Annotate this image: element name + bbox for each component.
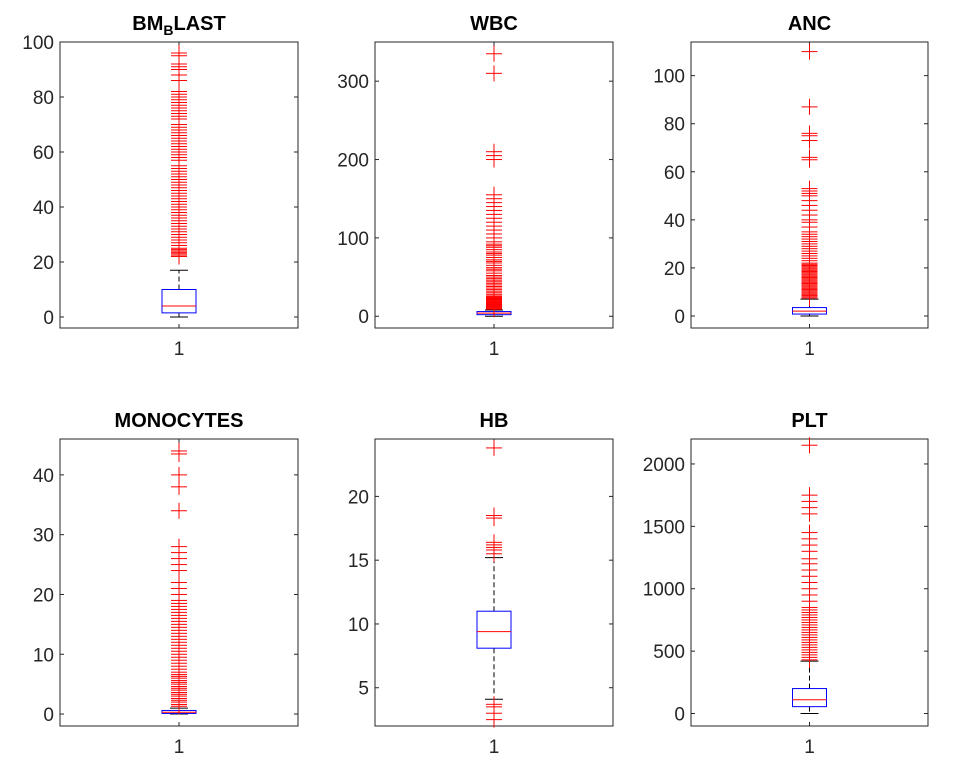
y-tick-label: 5 bbox=[358, 679, 369, 700]
outlier-marker bbox=[486, 534, 502, 551]
y-tick-label: 80 bbox=[664, 115, 685, 136]
subplot-3: 0 20 40 60 80 100 1 ANC bbox=[653, 13, 929, 360]
outlier-marker bbox=[171, 538, 187, 555]
iqr-box bbox=[161, 289, 197, 314]
y-tick-label: 40 bbox=[33, 466, 54, 487]
y-tick-label: 40 bbox=[33, 198, 54, 219]
outlier-marker bbox=[486, 186, 502, 203]
outlier-marker bbox=[486, 507, 502, 524]
y-tick-label: 20 bbox=[348, 487, 369, 508]
subplot-title: WBC bbox=[470, 13, 518, 35]
outlier-marker bbox=[801, 437, 818, 454]
y-tick-label: 60 bbox=[664, 163, 685, 184]
y-tick-label: 100 bbox=[653, 67, 685, 88]
x-tick-label: 1 bbox=[489, 737, 500, 758]
subplot-5: 5 10 15 20 1 HB bbox=[348, 410, 614, 758]
outlier-marker bbox=[171, 45, 187, 61]
outlier-marker bbox=[486, 143, 502, 160]
x-tick-label: 1 bbox=[174, 737, 185, 758]
y-tick-label: 500 bbox=[653, 642, 685, 663]
y-tick-label: 300 bbox=[337, 72, 369, 93]
subplot-title: ANC bbox=[788, 13, 831, 35]
outlier-marker bbox=[801, 149, 818, 166]
x-tick-label: 1 bbox=[804, 339, 815, 360]
outlier-marker bbox=[486, 696, 502, 713]
y-tick-label: 0 bbox=[674, 705, 685, 726]
outlier-marker bbox=[486, 65, 502, 82]
subplot-title: BMBLAST bbox=[132, 13, 225, 38]
y-tick-label: 10 bbox=[33, 645, 54, 666]
y-tick-label: 20 bbox=[664, 259, 685, 280]
outlier-marker bbox=[171, 442, 187, 459]
y-tick-label: 60 bbox=[33, 143, 54, 164]
subplot-1: 0 20 40 60 80 100 1 BMBLAST bbox=[22, 13, 299, 360]
y-tick-label: 0 bbox=[674, 307, 685, 328]
iqr-box bbox=[476, 610, 512, 649]
subplot-4: 0 10 20 30 40 1 MONOCYTES bbox=[33, 410, 299, 758]
y-tick-label: 0 bbox=[43, 308, 54, 329]
y-tick-label: 1500 bbox=[643, 517, 685, 538]
iqr-box bbox=[792, 688, 827, 708]
subplot-2: 0 100 200 300 1 WBC bbox=[337, 13, 614, 360]
subplot-title: PLT bbox=[791, 410, 827, 432]
y-tick-label: 20 bbox=[33, 253, 54, 274]
y-tick-label: 10 bbox=[348, 615, 369, 636]
y-tick-label: 100 bbox=[337, 229, 369, 250]
outlier-marker bbox=[171, 466, 187, 483]
outlier-marker bbox=[801, 125, 818, 142]
y-tick-label: 0 bbox=[358, 307, 369, 328]
outlier-marker bbox=[171, 502, 187, 519]
x-tick-label: 1 bbox=[174, 339, 185, 360]
outlier-marker bbox=[486, 45, 502, 62]
outlier-marker bbox=[801, 524, 818, 541]
y-tick-label: 200 bbox=[337, 151, 369, 172]
y-tick-label: 2000 bbox=[643, 455, 685, 476]
outlier-marker bbox=[486, 439, 502, 456]
x-tick-label: 1 bbox=[804, 737, 815, 758]
y-tick-label: 30 bbox=[33, 526, 54, 547]
y-tick-label: 40 bbox=[664, 211, 685, 232]
x-tick-label: 1 bbox=[489, 339, 500, 360]
outlier-marker bbox=[801, 487, 818, 504]
y-tick-label: 15 bbox=[348, 551, 369, 572]
subplot-title: MONOCYTES bbox=[115, 410, 244, 432]
y-tick-label: 20 bbox=[33, 585, 54, 606]
subplot-title: HB bbox=[480, 410, 509, 432]
subplot-6: 0 500 1000 1500 2000 1 PLT bbox=[643, 410, 929, 758]
y-tick-label: 80 bbox=[33, 88, 54, 109]
outlier-marker bbox=[801, 180, 818, 197]
outlier-marker bbox=[801, 98, 818, 115]
y-tick-label: 100 bbox=[22, 33, 54, 54]
y-tick-label: 0 bbox=[43, 705, 54, 726]
outlier-marker bbox=[801, 43, 818, 60]
y-tick-label: 1000 bbox=[643, 580, 685, 601]
